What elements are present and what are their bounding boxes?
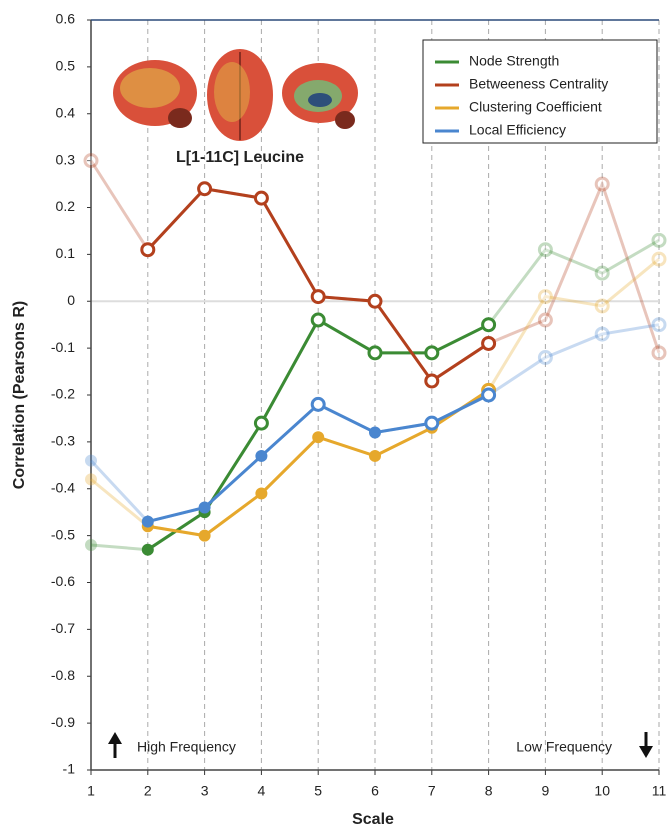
y-tick-label: -0.8 bbox=[51, 667, 75, 683]
point bbox=[255, 417, 267, 429]
y-tick-label: -0.7 bbox=[51, 620, 75, 636]
point bbox=[142, 544, 153, 555]
y-tick-label: 0 bbox=[67, 292, 75, 308]
point bbox=[539, 352, 551, 364]
point bbox=[142, 516, 153, 527]
point bbox=[596, 178, 608, 190]
point bbox=[539, 291, 551, 303]
y-tick-label: -1 bbox=[63, 761, 76, 777]
x-tick-label: 9 bbox=[542, 783, 550, 799]
y-tick-label: 0.1 bbox=[56, 245, 76, 261]
point bbox=[653, 319, 665, 331]
y-tick-label: -0.1 bbox=[51, 339, 75, 355]
y-tick-label: 0.6 bbox=[56, 11, 76, 27]
point bbox=[539, 314, 551, 326]
y-tick-label: -0.2 bbox=[51, 386, 75, 402]
point bbox=[596, 267, 608, 279]
point bbox=[483, 389, 495, 401]
y-axis-label: Correlation (Pearsons R) bbox=[11, 301, 28, 489]
point bbox=[596, 300, 608, 312]
annotation: L[1-11C] Leucine bbox=[176, 149, 304, 166]
point bbox=[426, 417, 438, 429]
point bbox=[370, 450, 381, 461]
point bbox=[369, 295, 381, 307]
point bbox=[199, 530, 210, 541]
point bbox=[596, 328, 608, 340]
legend-label: Betweeness Centrality bbox=[469, 76, 608, 92]
x-tick-label: 7 bbox=[428, 783, 436, 799]
brain-images bbox=[113, 49, 358, 141]
y-tick-label: 0.2 bbox=[56, 198, 76, 214]
point bbox=[653, 234, 665, 246]
point bbox=[142, 244, 154, 256]
x-tick-label: 4 bbox=[258, 783, 266, 799]
point bbox=[312, 398, 324, 410]
point bbox=[313, 432, 324, 443]
x-tick-label: 10 bbox=[594, 783, 610, 799]
point bbox=[86, 540, 97, 551]
x-tick-label: 8 bbox=[485, 783, 493, 799]
point bbox=[539, 244, 551, 256]
point bbox=[256, 488, 267, 499]
point bbox=[312, 291, 324, 303]
y-tick-label: -0.9 bbox=[51, 714, 75, 730]
point bbox=[483, 337, 495, 349]
x-tick-label: 11 bbox=[652, 783, 667, 799]
point bbox=[370, 427, 381, 438]
x-tick-label: 1 bbox=[87, 783, 95, 799]
x-tick-label: 6 bbox=[371, 783, 379, 799]
series-line bbox=[148, 395, 489, 522]
y-tick-label: -0.4 bbox=[51, 479, 75, 495]
point bbox=[653, 253, 665, 265]
y-tick-label: -0.3 bbox=[51, 433, 75, 449]
y-tick-label: 0.4 bbox=[56, 104, 76, 120]
point bbox=[426, 375, 438, 387]
point bbox=[86, 474, 97, 485]
point bbox=[86, 455, 97, 466]
y-tick-label: -0.6 bbox=[51, 573, 75, 589]
arrow-down bbox=[639, 732, 653, 758]
point bbox=[653, 347, 665, 359]
x-axis-label: Scale bbox=[352, 811, 394, 828]
point bbox=[483, 319, 495, 331]
y-tick-label: 0.5 bbox=[56, 58, 76, 74]
legend-label: Local Efficiency bbox=[469, 122, 566, 138]
series-line-faded bbox=[91, 240, 659, 549]
legend-label: Node Strength bbox=[469, 53, 559, 69]
point bbox=[85, 155, 97, 167]
point bbox=[255, 192, 267, 204]
point bbox=[369, 347, 381, 359]
point bbox=[256, 450, 267, 461]
arrow-up bbox=[108, 732, 122, 758]
point bbox=[312, 314, 324, 326]
right-note: Low Frequency bbox=[516, 739, 612, 755]
point bbox=[199, 502, 210, 513]
x-tick-label: 3 bbox=[201, 783, 209, 799]
y-tick-label: -0.5 bbox=[51, 526, 75, 542]
x-tick-label: 5 bbox=[314, 783, 322, 799]
chart: 1 2 3 4 5 6 7 8 9 10 11 0.6 0.5 0.4 0.3 0.2 0.1 0 -0.1 -0.2… bbox=[0, 0, 667, 828]
y-tick-label: 0.3 bbox=[56, 151, 76, 167]
point bbox=[426, 347, 438, 359]
left-note: High Frequency bbox=[137, 739, 236, 755]
legend-label: Clustering Coefficient bbox=[469, 99, 602, 115]
point bbox=[199, 183, 211, 195]
x-tick-label: 2 bbox=[144, 783, 152, 799]
